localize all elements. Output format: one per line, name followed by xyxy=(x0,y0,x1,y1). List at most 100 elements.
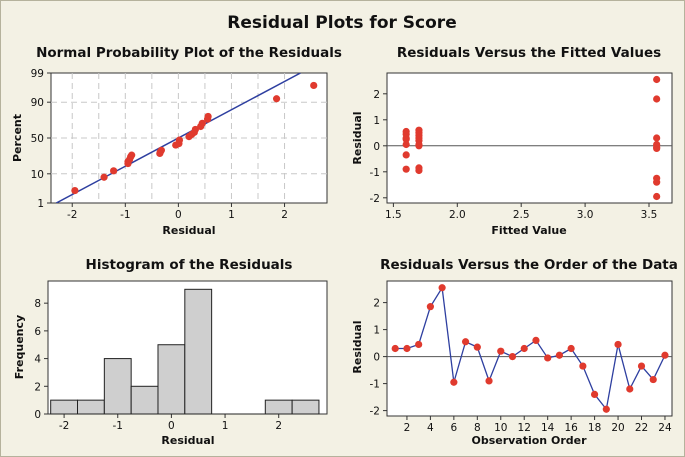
data-point xyxy=(661,351,669,359)
y-tick-label: 8 xyxy=(34,298,41,310)
y-tick-label: 1 xyxy=(37,198,44,210)
data-point xyxy=(653,75,661,84)
ylabel-order: Residual xyxy=(351,320,364,373)
data-point xyxy=(614,340,622,349)
plot-area-order xyxy=(386,280,673,417)
ticks-fits: 1.5 2.0 2.5 3.0 3.5 -2 -1 0 1 2 xyxy=(370,89,658,221)
x-tick-label: 2 xyxy=(275,420,282,432)
data-point xyxy=(508,353,517,361)
histogram-bar xyxy=(103,358,132,415)
data-point xyxy=(497,347,505,355)
data-point xyxy=(198,119,206,127)
data-point xyxy=(128,151,136,159)
data-point xyxy=(71,186,79,195)
x-tick-label: 1.5 xyxy=(385,209,402,221)
ylabel-histogram: Frequency xyxy=(13,315,26,379)
histogram-bar xyxy=(77,399,105,415)
marks-probability xyxy=(55,73,318,203)
data-point xyxy=(426,303,434,311)
data-point xyxy=(402,165,410,173)
y-tick-label: 4 xyxy=(34,354,41,366)
x-tick-label: 14 xyxy=(541,422,555,434)
y-tick-label: 0 xyxy=(34,409,41,421)
panel-order: Residuals Versus the Order of the Data 2… xyxy=(351,257,678,447)
xlabel-fits: Fitted Value xyxy=(491,224,566,237)
x-tick-label: 3.0 xyxy=(577,209,594,221)
plot-area-fits xyxy=(386,72,673,204)
x-tick-label: -1 xyxy=(120,209,130,221)
y-tick-label: 50 xyxy=(31,133,44,145)
data-point xyxy=(110,167,118,175)
data-point xyxy=(590,390,599,398)
y-tick-label: 2 xyxy=(34,381,41,393)
data-point xyxy=(438,284,446,292)
data-point xyxy=(415,340,423,349)
x-tick-label: -1 xyxy=(113,420,123,432)
x-tick-label: 12 xyxy=(518,422,531,434)
figure-title: Residual Plots for Score xyxy=(227,13,456,33)
ylabel-probability: Percent xyxy=(11,114,24,162)
data-point xyxy=(272,95,281,103)
data-point xyxy=(402,135,410,143)
data-point xyxy=(567,344,575,353)
ticks-histogram: -2 -1 0 1 2 0 2 4 6 8 xyxy=(34,298,282,432)
marks-fits xyxy=(402,75,661,201)
xlabel-order: Observation Order xyxy=(471,434,587,447)
x-tick-label: 24 xyxy=(658,422,672,434)
data-point xyxy=(175,136,184,144)
x-tick-label: 16 xyxy=(564,422,578,434)
y-tick-label: 1 xyxy=(373,325,380,337)
histogram-bar xyxy=(264,399,293,415)
data-point xyxy=(579,362,587,370)
x-tick-label: -2 xyxy=(67,209,77,221)
histogram-bar xyxy=(130,385,159,415)
x-tick-label: 10 xyxy=(494,422,507,434)
data-point xyxy=(653,134,661,142)
data-point xyxy=(157,146,165,154)
x-tick-label: 3.5 xyxy=(641,209,658,221)
data-point xyxy=(402,151,410,159)
data-point xyxy=(415,166,423,175)
x-tick-label: 18 xyxy=(588,422,601,434)
data-point xyxy=(602,405,610,413)
data-point xyxy=(415,142,423,150)
data-point xyxy=(403,344,411,353)
data-point xyxy=(473,343,481,351)
x-tick-label: 2 xyxy=(404,422,411,434)
histogram-bar xyxy=(184,288,213,415)
marks-order xyxy=(391,284,669,413)
y-tick-label: -1 xyxy=(370,379,380,391)
data-point xyxy=(461,338,470,346)
panel-title-probability: Normal Probability Plot of the Residuals xyxy=(36,45,342,61)
data-point xyxy=(544,354,552,362)
xlabel-histogram: Residual xyxy=(161,434,214,447)
data-point xyxy=(450,378,458,386)
y-tick-label: -2 xyxy=(370,406,380,418)
panel-probability: Normal Probability Plot of the Residuals… xyxy=(11,45,342,237)
panel-histogram: Histogram of the Residuals -2 -1 0 1 202468 … xyxy=(13,257,328,447)
data-point xyxy=(191,125,199,134)
data-point xyxy=(653,178,661,186)
data-point xyxy=(653,95,661,103)
x-tick-label: 0 xyxy=(175,209,182,221)
data-point xyxy=(626,385,634,393)
data-point xyxy=(649,375,657,384)
x-tick-label: 2.0 xyxy=(449,209,466,221)
data-point xyxy=(100,173,108,181)
marks-histogram xyxy=(50,288,320,415)
data-point xyxy=(204,112,212,121)
data-point xyxy=(310,81,318,90)
x-tick-label: 1 xyxy=(228,209,235,221)
data-point xyxy=(653,144,661,152)
y-tick-label: 2 xyxy=(373,89,380,101)
y-tick-label: 90 xyxy=(31,97,44,109)
y-tick-label: 99 xyxy=(31,68,44,80)
data-point xyxy=(485,377,493,385)
y-tick-label: 1 xyxy=(373,115,380,127)
panel-fits: Residuals Versus the Fitted Values 1.5 2.… xyxy=(351,45,673,237)
grid-probability xyxy=(51,73,327,203)
x-tick-label: 4 xyxy=(427,422,434,434)
